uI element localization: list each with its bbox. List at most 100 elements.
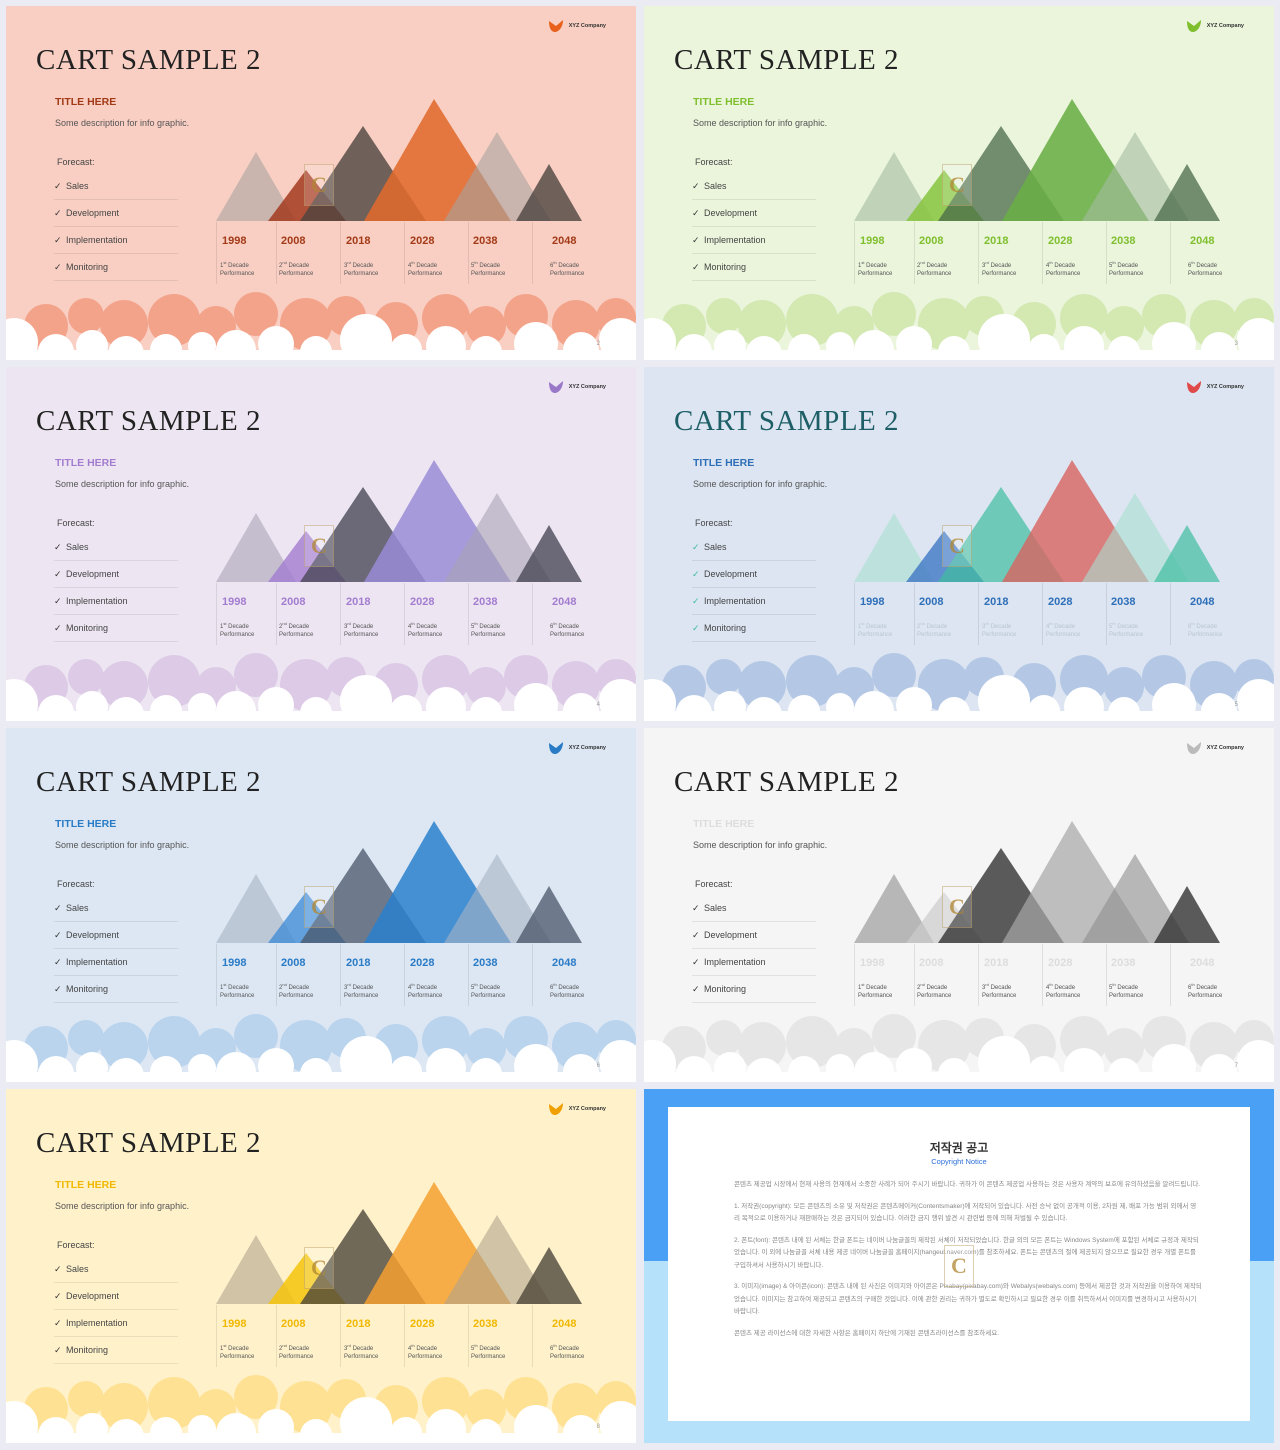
- cloud-puff: [148, 294, 200, 346]
- decade-caption: 2nd Decade Performance: [917, 259, 951, 278]
- logo-text: XYZ Company: [1206, 23, 1244, 29]
- copyright-paragraph: 1. 저작권(copyright): 모든 콘텐츠의 소유 및 저작권은 콘텐츠…: [734, 1202, 1197, 1223]
- check-icon: ✓: [54, 541, 62, 552]
- decade-number: 4: [1046, 263, 1050, 269]
- decade-line2: Performance: [917, 271, 952, 277]
- cloud-base: [644, 711, 1274, 721]
- page-number: 2: [596, 341, 600, 347]
- forecast-list: ✓ Sales ✓ Development ✓ Implementation ✓ Monito…: [54, 895, 178, 1003]
- year-label: 1998: [222, 596, 247, 608]
- forecast-item-label: Development: [66, 208, 120, 218]
- cloud-band: [6, 1014, 636, 1082]
- mountain-chart: [216, 460, 582, 582]
- decade-word: Decade: [1054, 985, 1076, 991]
- decade-suffix: th: [553, 1343, 557, 1348]
- copyright-paragraph: 콘텐츠 제공업 시장에서 현재 사용의 현재에서 소중한 사례가 되어 주시기 …: [734, 1181, 1201, 1188]
- slide-page-6[interactable]: C XYZ Company CART SAMPLE 2 TITLE HERE Some …: [6, 728, 636, 1082]
- slide-page-3[interactable]: C XYZ Company CART SAMPLE 2 TITLE HERE Some …: [644, 6, 1274, 360]
- decade-caption: 4th Decade Performance: [408, 981, 442, 1000]
- decade-caption: 6th Decade Performance: [1188, 981, 1222, 1000]
- cloud-puff: [786, 294, 838, 346]
- forecast-list: ✓ Sales ✓ Development ✓ Implementation ✓ Monito…: [692, 534, 816, 642]
- year-label: 2018: [984, 235, 1009, 247]
- cloud-puff: [1104, 306, 1144, 346]
- forecast-list: ✓ Sales ✓ Development ✓ Implementation ✓ Monito…: [54, 534, 178, 642]
- forecast-item-label: Development: [704, 930, 758, 940]
- logo-text: XYZ Company: [1206, 745, 1244, 751]
- check-icon: ✓: [54, 1263, 62, 1274]
- slide-page-7[interactable]: C XYZ Company CART SAMPLE 2 TITLE HERE Some …: [644, 728, 1274, 1082]
- forecast-item: ✓ Sales: [692, 895, 816, 922]
- decade-number: 4: [1046, 624, 1050, 630]
- cloud-puff-white: [978, 675, 1030, 721]
- year-label: 2038: [1111, 957, 1136, 969]
- slide-title: CART SAMPLE 2: [674, 405, 899, 437]
- decade-number: 2: [917, 624, 921, 630]
- year-label: 2038: [1111, 235, 1136, 247]
- decade-suffix: st: [861, 982, 865, 987]
- cloud-band: [644, 292, 1274, 360]
- cloud-puff-white: [644, 1040, 676, 1082]
- year-label: 2028: [410, 1318, 435, 1330]
- forecast-list: ✓ Sales ✓ Development ✓ Implementation ✓ Monito…: [692, 895, 816, 1003]
- slide-page-2[interactable]: C XYZ Company CART SAMPLE 2 TITLE HERE Some …: [6, 6, 636, 360]
- watermark-logo: C: [942, 164, 972, 206]
- forecast-item: ✓ Development: [54, 922, 178, 949]
- mountain-chart: [854, 99, 1220, 221]
- cloud-puff: [738, 661, 786, 709]
- cloud-puff-white: [599, 679, 636, 721]
- column-divider: [216, 944, 217, 1006]
- check-icon: ✓: [692, 595, 700, 606]
- cloud-puff-white: [6, 679, 38, 721]
- year-label: 2048: [1190, 235, 1215, 247]
- column-divider: [1042, 944, 1043, 1006]
- decade-number: 5: [1109, 263, 1113, 269]
- section-description: Some description for info graphic.: [55, 1201, 190, 1211]
- cloud-band: [644, 1014, 1274, 1082]
- cloud-puff: [706, 659, 742, 695]
- page-number: 3: [1234, 341, 1238, 347]
- column-divider: [978, 222, 979, 284]
- forecast-list: ✓ Sales ✓ Development ✓ Implementation ✓ Monito…: [692, 173, 816, 281]
- forecast-label: Forecast:: [57, 518, 95, 528]
- check-icon: ✓: [692, 261, 700, 272]
- slide-page-4[interactable]: C XYZ Company CART SAMPLE 2 TITLE HERE Some …: [6, 367, 636, 721]
- year-label: 1998: [860, 596, 885, 608]
- cloud-puff: [786, 1016, 838, 1068]
- leaf-logo-icon: [1186, 381, 1201, 393]
- year-label: 2028: [410, 957, 435, 969]
- company-logo: XYZ Company: [548, 741, 606, 755]
- decade-word: Decade: [1117, 263, 1139, 269]
- decade-suffix: th: [553, 621, 557, 626]
- check-icon: ✓: [54, 956, 62, 967]
- slide-page-5[interactable]: C XYZ Company CART SAMPLE 2 TITLE HERE Some …: [644, 367, 1274, 721]
- copyright-paragraph: 콘텐츠 제공 라이선스에 대한 자세한 사항은 홈페이지 하단에 기재된 콘텐츠…: [734, 1329, 1000, 1337]
- decade-line2: Performance: [279, 993, 314, 999]
- forecast-item: ✓ Implementation: [692, 949, 816, 976]
- decade-number: 6: [1188, 624, 1192, 630]
- cloud-puff-white: [6, 1040, 38, 1082]
- decade-line2: Performance: [408, 993, 443, 999]
- copyright-paragraph: 2. 폰트(font): 콘텐츠 내에 된 서체는 한글 폰트는 네이버 나눔글…: [734, 1236, 1199, 1269]
- cloud-puff-white: [599, 1401, 636, 1443]
- decade-line2: Performance: [858, 993, 893, 999]
- mountain-triangle-5: [1082, 493, 1189, 582]
- decade-line2: Performance: [1109, 632, 1144, 638]
- forecast-item-label: Sales: [66, 903, 89, 913]
- forecast-item-label: Sales: [704, 181, 727, 191]
- cloud-base: [6, 711, 636, 721]
- column-divider: [216, 222, 217, 284]
- cloud-puff-white: [340, 1397, 392, 1443]
- decade-word: Decade: [416, 263, 438, 269]
- cloud-puff-white: [978, 1036, 1030, 1082]
- forecast-item-label: Implementation: [704, 235, 766, 245]
- forecast-item: ✓ Monitoring: [692, 976, 816, 1003]
- forecast-label: Forecast:: [57, 879, 95, 889]
- decade-line2: Performance: [220, 1354, 255, 1360]
- slide-copyright[interactable]: 저작권 공고 Copyright Notice 콘텐츠 제공업 시장에서 현재 …: [644, 1089, 1274, 1443]
- decade-word: Decade: [926, 985, 948, 991]
- column-divider: [404, 944, 405, 1006]
- section-description: Some description for info graphic.: [55, 118, 190, 128]
- slide-page-8[interactable]: C XYZ Company CART SAMPLE 2 TITLE HERE Some …: [6, 1089, 636, 1443]
- slide-title: CART SAMPLE 2: [36, 1127, 261, 1159]
